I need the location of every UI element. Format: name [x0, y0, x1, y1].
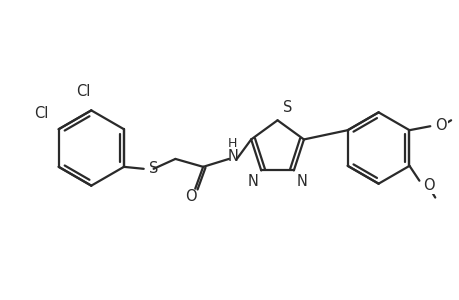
Text: S: S — [282, 100, 291, 115]
Text: N: N — [247, 174, 257, 189]
Text: S: S — [148, 161, 158, 176]
Text: Cl: Cl — [76, 85, 90, 100]
Text: H: H — [228, 137, 237, 150]
Text: N: N — [227, 149, 238, 164]
Text: N: N — [296, 174, 307, 189]
Text: Cl: Cl — [34, 106, 49, 121]
Text: O: O — [422, 178, 434, 193]
Text: O: O — [434, 118, 446, 133]
Text: O: O — [185, 189, 196, 204]
